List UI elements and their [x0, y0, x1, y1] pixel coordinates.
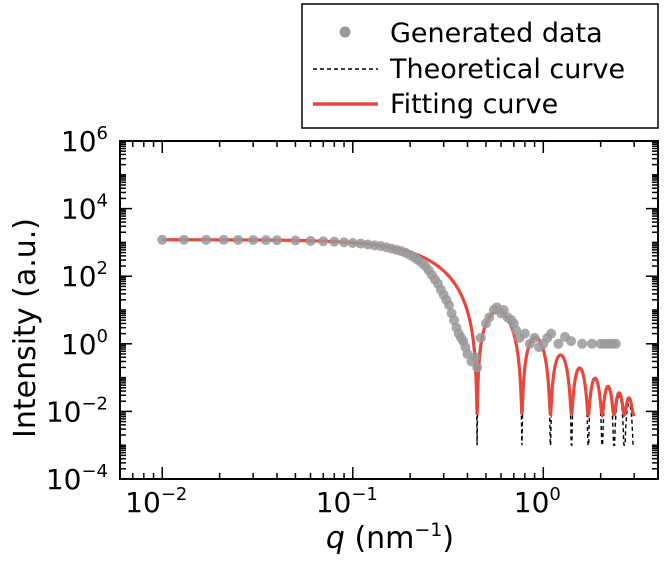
data-point: [318, 236, 329, 247]
data-point: [553, 338, 564, 349]
legend-box: [301, 3, 659, 129]
data-point: [339, 237, 350, 248]
data-point: [218, 234, 229, 245]
data-point: [546, 328, 557, 339]
legend-label: Fitting curve: [390, 89, 558, 120]
theoretical-curve-series: [162, 239, 635, 446]
fitting-curve-line: [162, 238, 636, 419]
data-point: [462, 348, 473, 359]
plot-area-border: [119, 140, 659, 480]
y-tick-label: 104: [61, 191, 108, 226]
data-point: [566, 336, 577, 347]
data-point: [472, 362, 483, 373]
y-tick-label: 10−4: [46, 461, 108, 496]
data-point: [290, 235, 301, 246]
data-point: [484, 312, 495, 323]
y-tick-label: 106: [61, 123, 108, 158]
legend-entry: Fitting curve: [313, 89, 558, 120]
data-point: [271, 235, 282, 246]
legend-label: Theoretical curve: [389, 54, 625, 85]
data-point: [610, 338, 621, 349]
legend: Generated data Theoretical curve Fitting c…: [301, 3, 659, 129]
axis-ticks: [119, 140, 659, 480]
data-point: [178, 234, 189, 245]
data-point: [586, 338, 597, 349]
data-point: [248, 234, 259, 245]
x-tick-label: 10−2: [125, 484, 187, 519]
data-point: [444, 300, 455, 311]
data-point: [475, 332, 486, 343]
data-point: [201, 234, 212, 245]
y-axis-label: Intensity (a.u.): [8, 218, 43, 438]
x-tick-label: 10−1: [316, 484, 378, 519]
x-axis-label: q (nm−1): [326, 519, 454, 556]
y-tick-label: 10−2: [46, 393, 108, 428]
y-tick-label: 102: [61, 258, 108, 293]
data-point: [233, 234, 244, 245]
data-point: [347, 237, 358, 248]
legend-marker: [339, 26, 351, 38]
data-point: [577, 338, 588, 349]
legend-label: Generated data: [390, 18, 603, 49]
generated-data-series: [157, 234, 621, 373]
theoretical-curve-line: [162, 239, 635, 446]
x-tick-label: 100: [514, 484, 561, 519]
data-point: [498, 305, 509, 315]
legend-entry: Generated data: [339, 18, 603, 49]
plot-frame: [119, 140, 659, 480]
data-point: [529, 332, 540, 343]
fitting-curve-series: [162, 238, 636, 419]
data-point: [329, 236, 340, 247]
y-tick-label: 100: [61, 326, 108, 361]
data-point: [470, 352, 481, 363]
legend-entry: Theoretical curve: [313, 54, 625, 85]
data-point: [519, 328, 530, 339]
data-point: [260, 235, 271, 246]
data-point: [305, 235, 316, 246]
data-point: [157, 234, 168, 245]
tick-labels: 10−2 10−1 100 10−4 10−2 100 102 104 106: [46, 123, 561, 519]
data-point: [511, 325, 522, 336]
